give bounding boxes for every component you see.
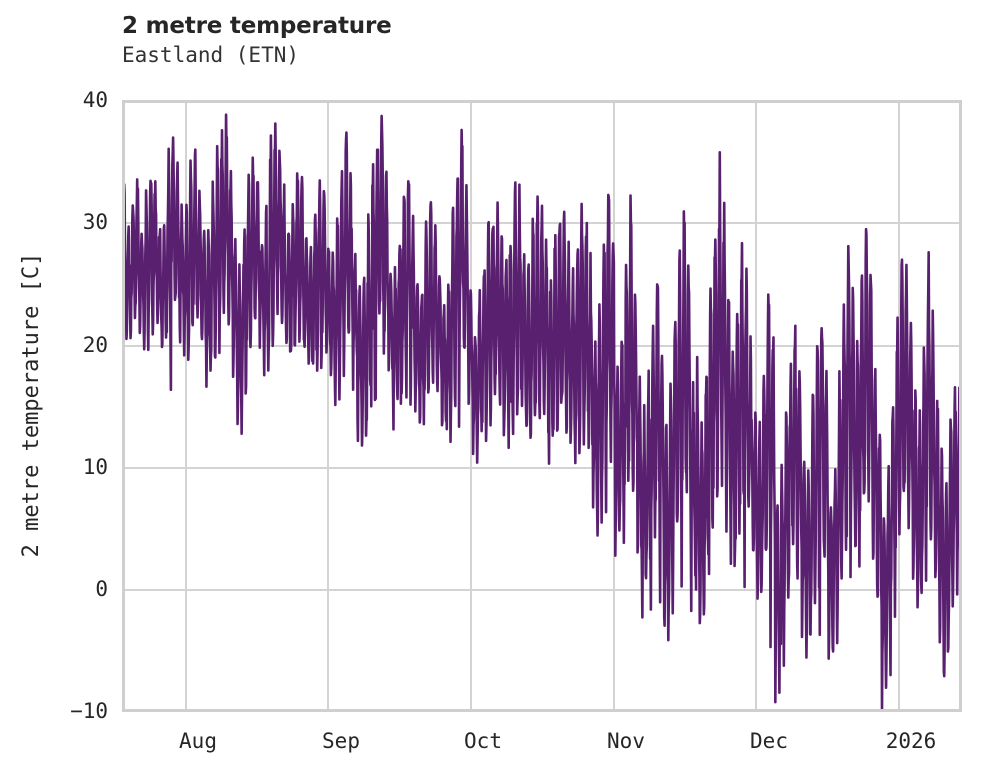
y-axis-tick-labels: 40 30 20 10 0 −10 bbox=[0, 0, 108, 782]
gridline-x-sep bbox=[327, 100, 329, 712]
x-tick-aug: Aug bbox=[179, 729, 217, 753]
gridline-y-0 bbox=[122, 589, 962, 591]
gridline-x-aug bbox=[185, 100, 187, 712]
y-tick-30: 30 bbox=[82, 210, 108, 234]
gridline-x-oct bbox=[470, 100, 472, 712]
page-title: 2 metre temperature bbox=[122, 13, 392, 39]
y-tick-0: 0 bbox=[95, 577, 108, 601]
gridline-y-10 bbox=[122, 467, 962, 469]
x-tick-sep: Sep bbox=[322, 729, 360, 753]
x-tick-oct: Oct bbox=[464, 729, 502, 753]
x-tick-nov: Nov bbox=[607, 729, 645, 753]
chart-header: 2 metre temperature Eastland (ETN) bbox=[122, 12, 822, 68]
plot-area bbox=[122, 100, 962, 712]
y-tick-40: 40 bbox=[82, 88, 108, 112]
y-tick-minus-10: −10 bbox=[70, 699, 108, 723]
x-tick-2026: 2026 bbox=[885, 729, 937, 753]
chart-subtitle: Eastland (ETN) bbox=[122, 43, 300, 67]
gridline-x-dec bbox=[755, 100, 757, 712]
y-tick-20: 20 bbox=[82, 333, 108, 357]
temperature-series bbox=[122, 113, 962, 712]
x-tick-dec: Dec bbox=[750, 729, 788, 753]
y-tick-10: 10 bbox=[82, 455, 108, 479]
